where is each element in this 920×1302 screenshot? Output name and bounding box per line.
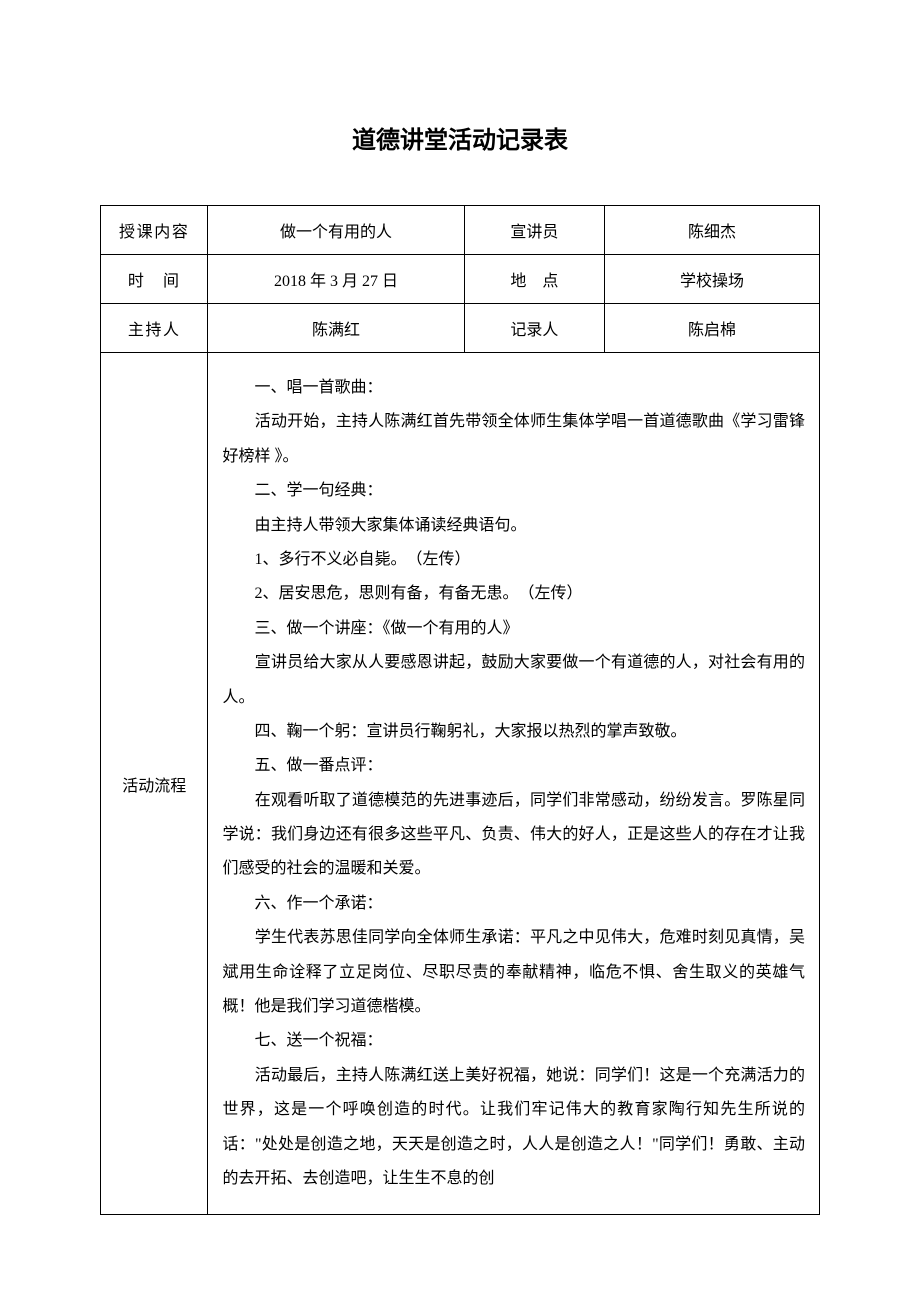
process-line: 三、做一个讲座：《做一个有用的人》 <box>222 612 805 646</box>
process-line: 五、做一番点评： <box>222 749 805 783</box>
process-line: 六、作一个承诺： <box>222 887 805 921</box>
table-row: 时 间 2018 年 3 月 27 日 地 点 学校操场 <box>101 255 820 304</box>
value-course-content: 做一个有用的人 <box>208 206 464 255</box>
process-line: 四、鞠一个躬：宣讲员行鞠躬礼，大家报以热烈的掌声致敬。 <box>222 715 805 749</box>
page-title: 道德讲堂活动记录表 <box>100 120 820 155</box>
value-time: 2018 年 3 月 27 日 <box>208 255 464 304</box>
label-location: 地 点 <box>464 255 604 304</box>
label-lecturer: 宣讲员 <box>464 206 604 255</box>
value-host: 陈满红 <box>208 304 464 353</box>
process-line: 活动开始，主持人陈满红首先带领全体师生集体学唱一首道德歌曲《学习雷锋好榜样 》。 <box>222 405 805 474</box>
table-row: 主持人 陈满红 记录人 陈启棉 <box>101 304 820 353</box>
label-time: 时 间 <box>101 255 208 304</box>
process-content: 一、唱一首歌曲： 活动开始，主持人陈满红首先带领全体师生集体学唱一首道德歌曲《学… <box>208 353 820 1215</box>
label-recorder: 记录人 <box>464 304 604 353</box>
process-line: 宣讲员给大家从人要感恩讲起，鼓励大家要做一个有道德的人，对社会有用的人。 <box>222 646 805 715</box>
record-table: 授课内容 做一个有用的人 宣讲员 陈细杰 时 间 2018 年 3 月 27 日… <box>100 205 820 1215</box>
table-row: 授课内容 做一个有用的人 宣讲员 陈细杰 <box>101 206 820 255</box>
value-location: 学校操场 <box>605 255 820 304</box>
process-line: 七、送一个祝福： <box>222 1024 805 1058</box>
table-row-process: 活动流程 一、唱一首歌曲： 活动开始，主持人陈满红首先带领全体师生集体学唱一首道… <box>101 353 820 1215</box>
label-course-content: 授课内容 <box>101 206 208 255</box>
label-process: 活动流程 <box>101 353 208 1215</box>
value-lecturer: 陈细杰 <box>605 206 820 255</box>
value-recorder: 陈启棉 <box>605 304 820 353</box>
process-line: 2、居安思危，思则有备，有备无患。 （左传） <box>222 577 805 611</box>
process-line: 在观看听取了道德模范的先进事迹后，同学们非常感动，纷纷发言。罗陈星同学说：我们身… <box>222 784 805 887</box>
label-host: 主持人 <box>101 304 208 353</box>
process-line: 一、唱一首歌曲： <box>222 371 805 405</box>
process-line: 二、学一句经典： <box>222 474 805 508</box>
process-line: 1、多行不义必自毙。 （左传） <box>222 543 805 577</box>
process-line: 由主持人带领大家集体诵读经典语句。 <box>222 509 805 543</box>
process-line: 学生代表苏思佳同学向全体师生承诺：平凡之中见伟大，危难时刻见真情，吴斌用生命诠释… <box>222 921 805 1024</box>
process-line: 活动最后，主持人陈满红送上美好祝福，她说：同学们！这是一个充满活力的世界，这是一… <box>222 1059 805 1197</box>
